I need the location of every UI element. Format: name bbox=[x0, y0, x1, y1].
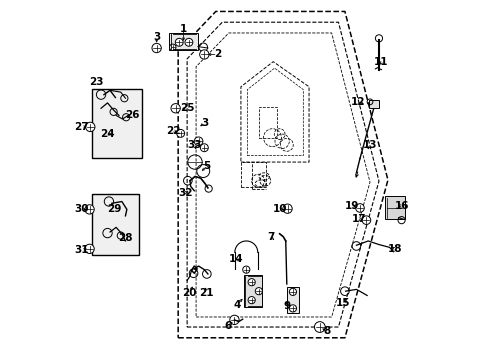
Text: 12: 12 bbox=[350, 97, 365, 107]
Circle shape bbox=[184, 39, 192, 46]
Text: 15: 15 bbox=[335, 298, 349, 308]
Text: 3: 3 bbox=[153, 32, 160, 41]
Text: 22: 22 bbox=[166, 126, 181, 135]
Text: 11: 11 bbox=[373, 57, 388, 67]
Circle shape bbox=[176, 130, 184, 137]
Text: 9: 9 bbox=[283, 301, 290, 311]
Circle shape bbox=[85, 122, 95, 132]
Bar bbox=[384, 196, 404, 220]
Text: 20: 20 bbox=[182, 288, 196, 298]
Text: 25: 25 bbox=[180, 103, 194, 113]
Text: 8: 8 bbox=[323, 326, 330, 336]
Bar bbox=[286, 287, 299, 314]
Text: 17: 17 bbox=[351, 215, 366, 224]
Circle shape bbox=[362, 216, 370, 225]
Text: 13: 13 bbox=[362, 140, 377, 150]
Text: 26: 26 bbox=[125, 111, 140, 121]
Text: 32: 32 bbox=[178, 188, 192, 198]
Circle shape bbox=[289, 305, 296, 312]
Text: 33: 33 bbox=[187, 140, 201, 150]
Text: 5: 5 bbox=[203, 161, 210, 171]
Text: 14: 14 bbox=[229, 254, 244, 264]
Text: 2: 2 bbox=[214, 49, 221, 59]
Circle shape bbox=[229, 315, 239, 324]
Text: 29: 29 bbox=[107, 204, 122, 215]
Text: 23: 23 bbox=[89, 77, 104, 87]
Text: 6: 6 bbox=[224, 321, 231, 331]
Text: 18: 18 bbox=[387, 244, 402, 254]
Text: 1: 1 bbox=[180, 24, 187, 35]
Circle shape bbox=[282, 204, 292, 213]
Circle shape bbox=[200, 144, 208, 152]
Circle shape bbox=[194, 137, 203, 145]
Text: 10: 10 bbox=[273, 204, 287, 215]
Circle shape bbox=[169, 44, 176, 50]
Circle shape bbox=[247, 279, 255, 286]
Text: 24: 24 bbox=[100, 129, 115, 139]
Text: 21: 21 bbox=[199, 288, 214, 298]
Circle shape bbox=[171, 104, 180, 113]
Text: 30: 30 bbox=[74, 204, 88, 215]
Circle shape bbox=[255, 288, 262, 295]
Text: 3: 3 bbox=[201, 118, 208, 128]
Circle shape bbox=[152, 43, 161, 53]
Bar bbox=[169, 33, 198, 50]
Bar bbox=[244, 275, 262, 307]
Circle shape bbox=[289, 288, 296, 296]
Bar bbox=[258, 107, 276, 138]
Circle shape bbox=[314, 321, 325, 332]
Circle shape bbox=[85, 205, 94, 214]
Bar bbox=[368, 100, 379, 108]
Circle shape bbox=[175, 39, 183, 46]
Text: 16: 16 bbox=[393, 201, 408, 211]
Circle shape bbox=[247, 297, 255, 304]
Text: 7: 7 bbox=[267, 232, 275, 242]
Bar bbox=[92, 194, 139, 255]
Text: 31: 31 bbox=[74, 245, 88, 255]
Circle shape bbox=[199, 50, 208, 59]
Text: 28: 28 bbox=[118, 233, 132, 243]
Circle shape bbox=[85, 244, 94, 253]
Text: 27: 27 bbox=[74, 122, 88, 132]
Text: 4: 4 bbox=[233, 300, 241, 310]
Bar bbox=[92, 89, 142, 158]
Text: 19: 19 bbox=[344, 201, 359, 211]
Circle shape bbox=[355, 204, 364, 212]
Circle shape bbox=[242, 266, 249, 273]
